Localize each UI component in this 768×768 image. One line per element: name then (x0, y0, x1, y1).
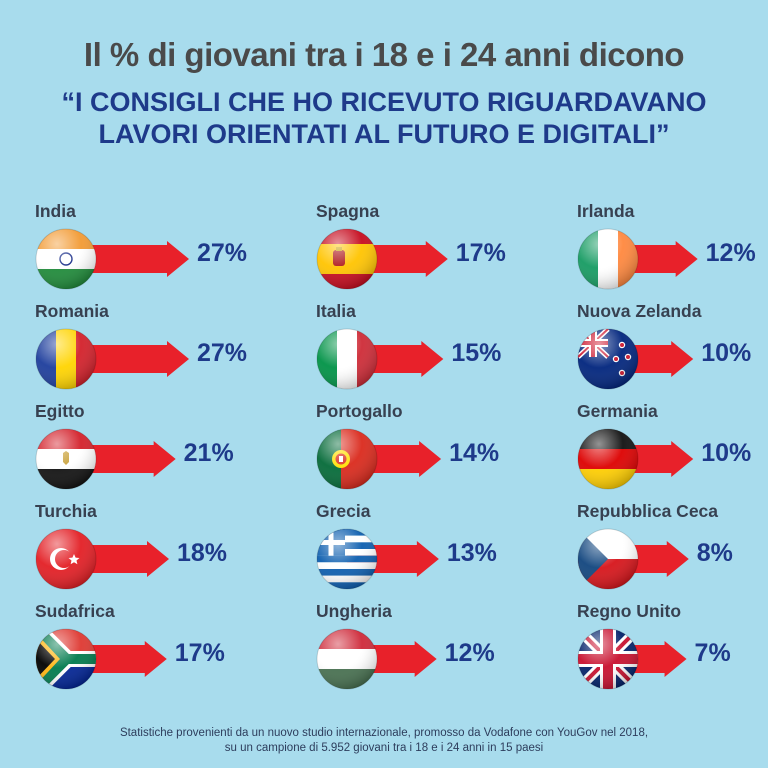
romania-flag-icon (36, 329, 96, 389)
country-label: Portogallo (316, 401, 403, 421)
country-item: Egitto 21% (35, 401, 275, 493)
united-kingdom-flag-icon (577, 629, 638, 689)
country-item: Nuova Zelanda 10% (577, 301, 768, 393)
bar (66, 341, 189, 377)
country-item: Ungheria 12% (316, 601, 556, 693)
turkey-flag-icon (36, 529, 96, 589)
italy-flag-icon (316, 329, 377, 389)
country-item: Grecia 13% (316, 501, 556, 593)
country-item: India 27% (35, 201, 275, 293)
percent-label: 14% (449, 439, 500, 467)
percent-label: 7% (694, 639, 731, 667)
country-label: Irlanda (577, 201, 635, 221)
chart-subtitle-line-2: LAVORI ORIENTATI AL FUTURO E DIGITALI” (98, 119, 670, 149)
country-label: Romania (35, 301, 109, 321)
percent-label: 17% (174, 639, 225, 667)
bar-row (35, 328, 189, 390)
bar-row (35, 428, 176, 490)
footnote-line-1: Statistiche provenienti da un nuovo stud… (119, 727, 649, 739)
bar-row (577, 628, 687, 690)
percent-label: 13% (446, 539, 497, 567)
country-item: Regno Unito 7% (577, 601, 768, 693)
percent-label: 12% (444, 639, 495, 667)
country-label: Ungheria (316, 601, 392, 621)
country-item: Irlanda 12% (577, 201, 768, 293)
ireland-flag-icon (577, 229, 638, 289)
country-label: Repubblica Ceca (577, 501, 719, 521)
hungary-flag-icon (316, 629, 377, 689)
chart-subtitle-line-1: “I CONSIGLI CHE HO RICEVUTO RIGUARDAVANO (61, 87, 707, 117)
country-item: Italia 15% (316, 301, 556, 393)
new-zealand-flag-icon (577, 329, 638, 389)
greece-flag-icon (316, 529, 377, 589)
country-label: Turchia (35, 501, 97, 521)
country-label: Sudafrica (35, 601, 115, 621)
percent-label: 27% (197, 239, 248, 267)
country-label: Egitto (35, 401, 85, 421)
chart-subtitle: “I CONSIGLI CHE HO RICEVUTO RIGUARDAVANO… (0, 86, 768, 150)
country-label: Nuova Zelanda (577, 301, 702, 321)
bar-row (316, 228, 448, 290)
bar-row (35, 228, 189, 290)
country-label: India (35, 201, 76, 221)
egypt-flag-icon (35, 429, 96, 489)
percent-label: 15% (451, 339, 502, 367)
bar (66, 241, 189, 277)
percent-label: 10% (701, 339, 752, 367)
country-label: Grecia (316, 501, 371, 521)
bar-row (577, 528, 689, 590)
country-item: Spagna 17% (316, 201, 556, 293)
country-item: Germania 10% (577, 401, 768, 493)
bar-row (577, 328, 694, 390)
bar-row (35, 628, 167, 690)
footnote-line-2: su un campione di 5.952 giovani tra i 18… (224, 742, 544, 754)
percent-label: 12% (705, 239, 756, 267)
percent-label: 8% (696, 539, 733, 567)
country-label: Regno Unito (577, 601, 682, 621)
percent-label: 21% (183, 439, 234, 467)
bar-row (316, 328, 444, 390)
country-item: Repubblica Ceca 8% (577, 501, 768, 593)
germany-flag-icon (577, 429, 638, 489)
chart-title: Il % di giovani tra i 18 e i 24 anni dic… (83, 36, 685, 73)
bar-row (577, 428, 694, 490)
bar-row (316, 528, 439, 590)
percent-label: 10% (701, 439, 752, 467)
country-item: Sudafrica 17% (35, 601, 275, 693)
bar-row (316, 428, 442, 490)
country-item: Turchia 18% (35, 501, 275, 593)
south-africa-flag-icon (35, 629, 96, 689)
percent-label: 17% (455, 239, 506, 267)
footnote: Statistiche provenienti da un nuovo stud… (0, 726, 768, 756)
country-item: Portogallo 14% (316, 401, 556, 493)
country-item: Romania 27% (35, 301, 275, 393)
percent-label: 18% (177, 539, 228, 567)
country-label: Spagna (316, 201, 380, 221)
india-flag-icon (36, 229, 96, 289)
bar-row (35, 528, 169, 590)
country-label: Germania (577, 401, 658, 421)
country-label: Italia (316, 301, 356, 321)
bar-row (316, 628, 437, 690)
percent-label: 27% (197, 339, 248, 367)
bar-row (577, 228, 698, 290)
